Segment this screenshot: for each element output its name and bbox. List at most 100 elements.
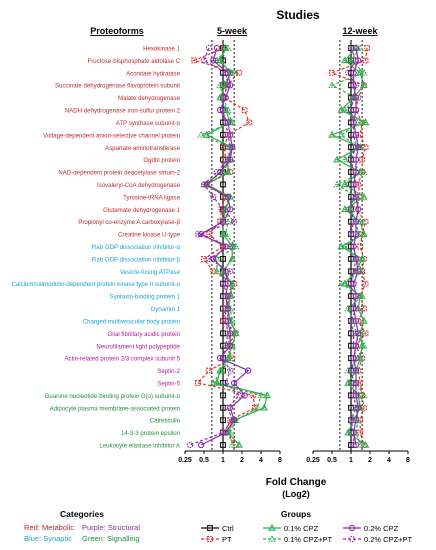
circle-marker (222, 119, 229, 126)
circle-marker (230, 379, 238, 387)
square-marker (360, 305, 367, 312)
triangle-marker (328, 130, 336, 138)
triangle-marker (358, 341, 366, 349)
circle-marker (224, 82, 232, 89)
x-tick-label: 0.25 (306, 457, 320, 464)
circle-marker (205, 255, 213, 263)
series-0.2% CPZ (197, 44, 252, 449)
triangle-marker (268, 523, 276, 531)
circle-marker (350, 379, 357, 387)
circle-marker (355, 57, 362, 64)
square-marker (220, 317, 226, 324)
square-marker (362, 144, 369, 151)
panel-5-week: 5-week 0.25 0.5 1 2 4 8 (178, 26, 282, 464)
square-marker (222, 156, 229, 163)
square-marker (220, 392, 226, 399)
x-tick-label: 4 (259, 457, 263, 464)
protein-label: Succinate dehydrogenase flavoprotein sub… (55, 83, 180, 90)
protein-label: Isovaleryl-CoA dehydrogenase (97, 182, 181, 189)
triangle-marker (344, 428, 352, 436)
triangle-marker (226, 353, 234, 361)
category-legend-entry: Red: Metabolic (24, 523, 74, 532)
square-marker (362, 57, 369, 64)
square-marker (246, 119, 253, 126)
x-tick-label: 0.25 (178, 457, 192, 464)
circle-marker (222, 292, 229, 300)
circle-marker (350, 292, 357, 300)
square-marker (221, 144, 228, 151)
circle-marker (355, 206, 362, 213)
circle-marker (352, 57, 360, 64)
panel-12-week: 12-week 0.25 0.5 1 2 4 8 (306, 26, 410, 464)
protein-label: Neurofilament light polypeptide (96, 343, 180, 350)
triangle-marker (260, 403, 268, 411)
circle-marker (235, 392, 243, 399)
protein-label: NAD-dependent protein deacetylase sirtui… (58, 170, 180, 177)
circle-marker (350, 168, 357, 176)
triangle-marker (341, 105, 349, 113)
group-legend-label: Ctrl (222, 524, 234, 533)
triangle-marker (268, 534, 276, 542)
circle-marker (347, 317, 355, 325)
circle-marker (344, 69, 352, 76)
triangle-marker (356, 68, 364, 76)
x-tick-label: 1 (349, 457, 353, 464)
square-marker (220, 243, 226, 250)
protein-label: Hexokinase 1 (143, 46, 181, 53)
triangle-marker (328, 81, 336, 88)
protein-label: NADH dehydrogenase iron-sulfur protein 2 (65, 108, 181, 115)
circle-marker (350, 193, 357, 201)
protein-labels: Hexokinase 1 Fructose-bisphosphate aldola… (12, 46, 181, 450)
protein-label: Malate dehydrogenase (118, 95, 181, 102)
circle-marker (348, 535, 356, 543)
circle-marker (350, 429, 357, 436)
protein-label: Calreticulin (150, 418, 180, 425)
triangle-marker (337, 242, 345, 250)
triangle-marker (354, 353, 362, 361)
triangle-marker (226, 428, 234, 436)
protein-label: Glutamate dehydrogenase 1 (103, 207, 181, 214)
circle-marker (350, 243, 357, 250)
triangle-marker (352, 428, 360, 436)
triangle-marker (341, 180, 349, 188)
triangle-marker (358, 254, 366, 262)
triangle-marker (221, 81, 230, 88)
x-tick-label: 0.5 (327, 457, 337, 464)
triangle-marker (213, 378, 221, 386)
circle-marker (227, 243, 234, 250)
series-0.2% CPZ+PT (186, 44, 243, 449)
series-line (189, 47, 240, 446)
triangle-marker (341, 279, 349, 287)
triangle-marker (253, 403, 262, 411)
circle-marker (224, 193, 232, 201)
triangle-marker (209, 378, 217, 386)
square-marker (220, 442, 226, 448)
circle-marker (213, 44, 221, 52)
protein-label: Calcium/calmodulin-dependent protein kin… (12, 281, 181, 288)
triangle-marker (360, 192, 368, 200)
square-marker (218, 206, 225, 213)
protein-label: Aconitate hydratase (126, 70, 180, 77)
group-legend-entry: 0.1% CPZ+PT (263, 534, 333, 544)
panel-title: 12-week (342, 26, 378, 36)
circle-marker (210, 57, 217, 64)
circle-marker (350, 94, 357, 101)
circle-marker (219, 218, 227, 225)
circle-marker (224, 131, 232, 138)
square-marker (191, 57, 198, 64)
triangle-marker (360, 167, 368, 175)
circle-marker (347, 367, 355, 374)
circle-marker (352, 305, 360, 312)
series-line (330, 47, 368, 446)
series-0.2% CPZ+PT (344, 44, 360, 449)
triangle-marker (213, 267, 221, 275)
square-marker (241, 107, 248, 113)
protein-label: Septin-5 (157, 380, 180, 387)
circle-marker (230, 218, 238, 225)
triangle-marker (333, 180, 341, 188)
triangle-marker (344, 378, 352, 386)
triangle-marker (344, 366, 352, 374)
group-legend-label: 0.1% CPZ+PT (284, 535, 333, 544)
x-tick-label: 0.5 (199, 457, 209, 464)
triangle-marker (228, 254, 236, 262)
